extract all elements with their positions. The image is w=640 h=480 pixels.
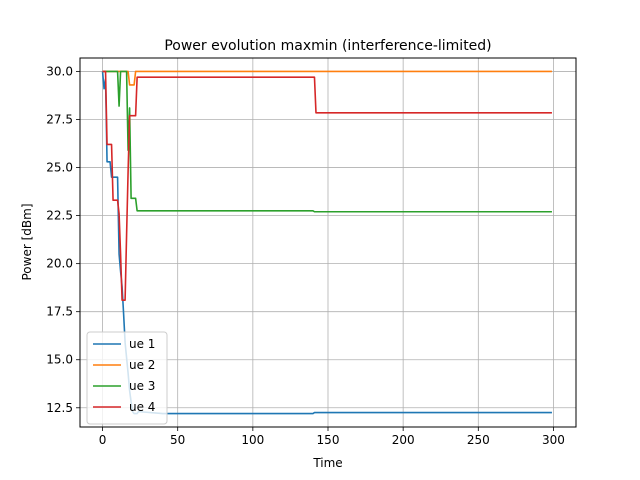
legend-label-4: ue 4	[129, 400, 155, 414]
x-tick-label: 250	[467, 433, 490, 447]
x-axis-label: Time	[312, 456, 342, 470]
y-tick-label: 12.5	[46, 401, 73, 415]
y-tick-label: 30.0	[46, 64, 73, 78]
y-tick-label: 25.0	[46, 161, 73, 175]
legend-box	[86, 331, 168, 425]
y-axis-ticks: 12.5 15.0 17.5 20.0 22.5 25.0 27.5 30.0	[46, 64, 80, 415]
x-axis-ticks: 0 50 100 150 200 250 300	[99, 427, 565, 447]
chart-title: Power evolution maxmin (interference-lim…	[164, 38, 491, 54]
y-tick-label: 15.0	[46, 353, 73, 367]
y-tick-label: 27.5	[46, 113, 73, 127]
legend-label-1: ue 1	[129, 337, 155, 351]
y-tick-label: 20.0	[46, 257, 73, 271]
x-tick-label: 200	[392, 433, 415, 447]
series-line-4	[102, 70, 552, 301]
x-tick-label: 0	[99, 433, 107, 447]
legend-label-2: ue 2	[129, 358, 155, 372]
x-tick-label: 300	[542, 433, 565, 447]
y-axis-label: Power [dBm]	[20, 204, 34, 281]
y-tick-label: 22.5	[46, 209, 73, 223]
series-line-3	[102, 70, 552, 213]
legend: ue 1 ue 2 ue 3 ue 4	[86, 331, 168, 425]
legend-label-3: ue 3	[129, 379, 155, 393]
x-tick-label: 50	[170, 433, 185, 447]
x-tick-label: 100	[241, 433, 264, 447]
y-tick-label: 17.5	[46, 305, 73, 319]
x-tick-label: 150	[317, 433, 340, 447]
